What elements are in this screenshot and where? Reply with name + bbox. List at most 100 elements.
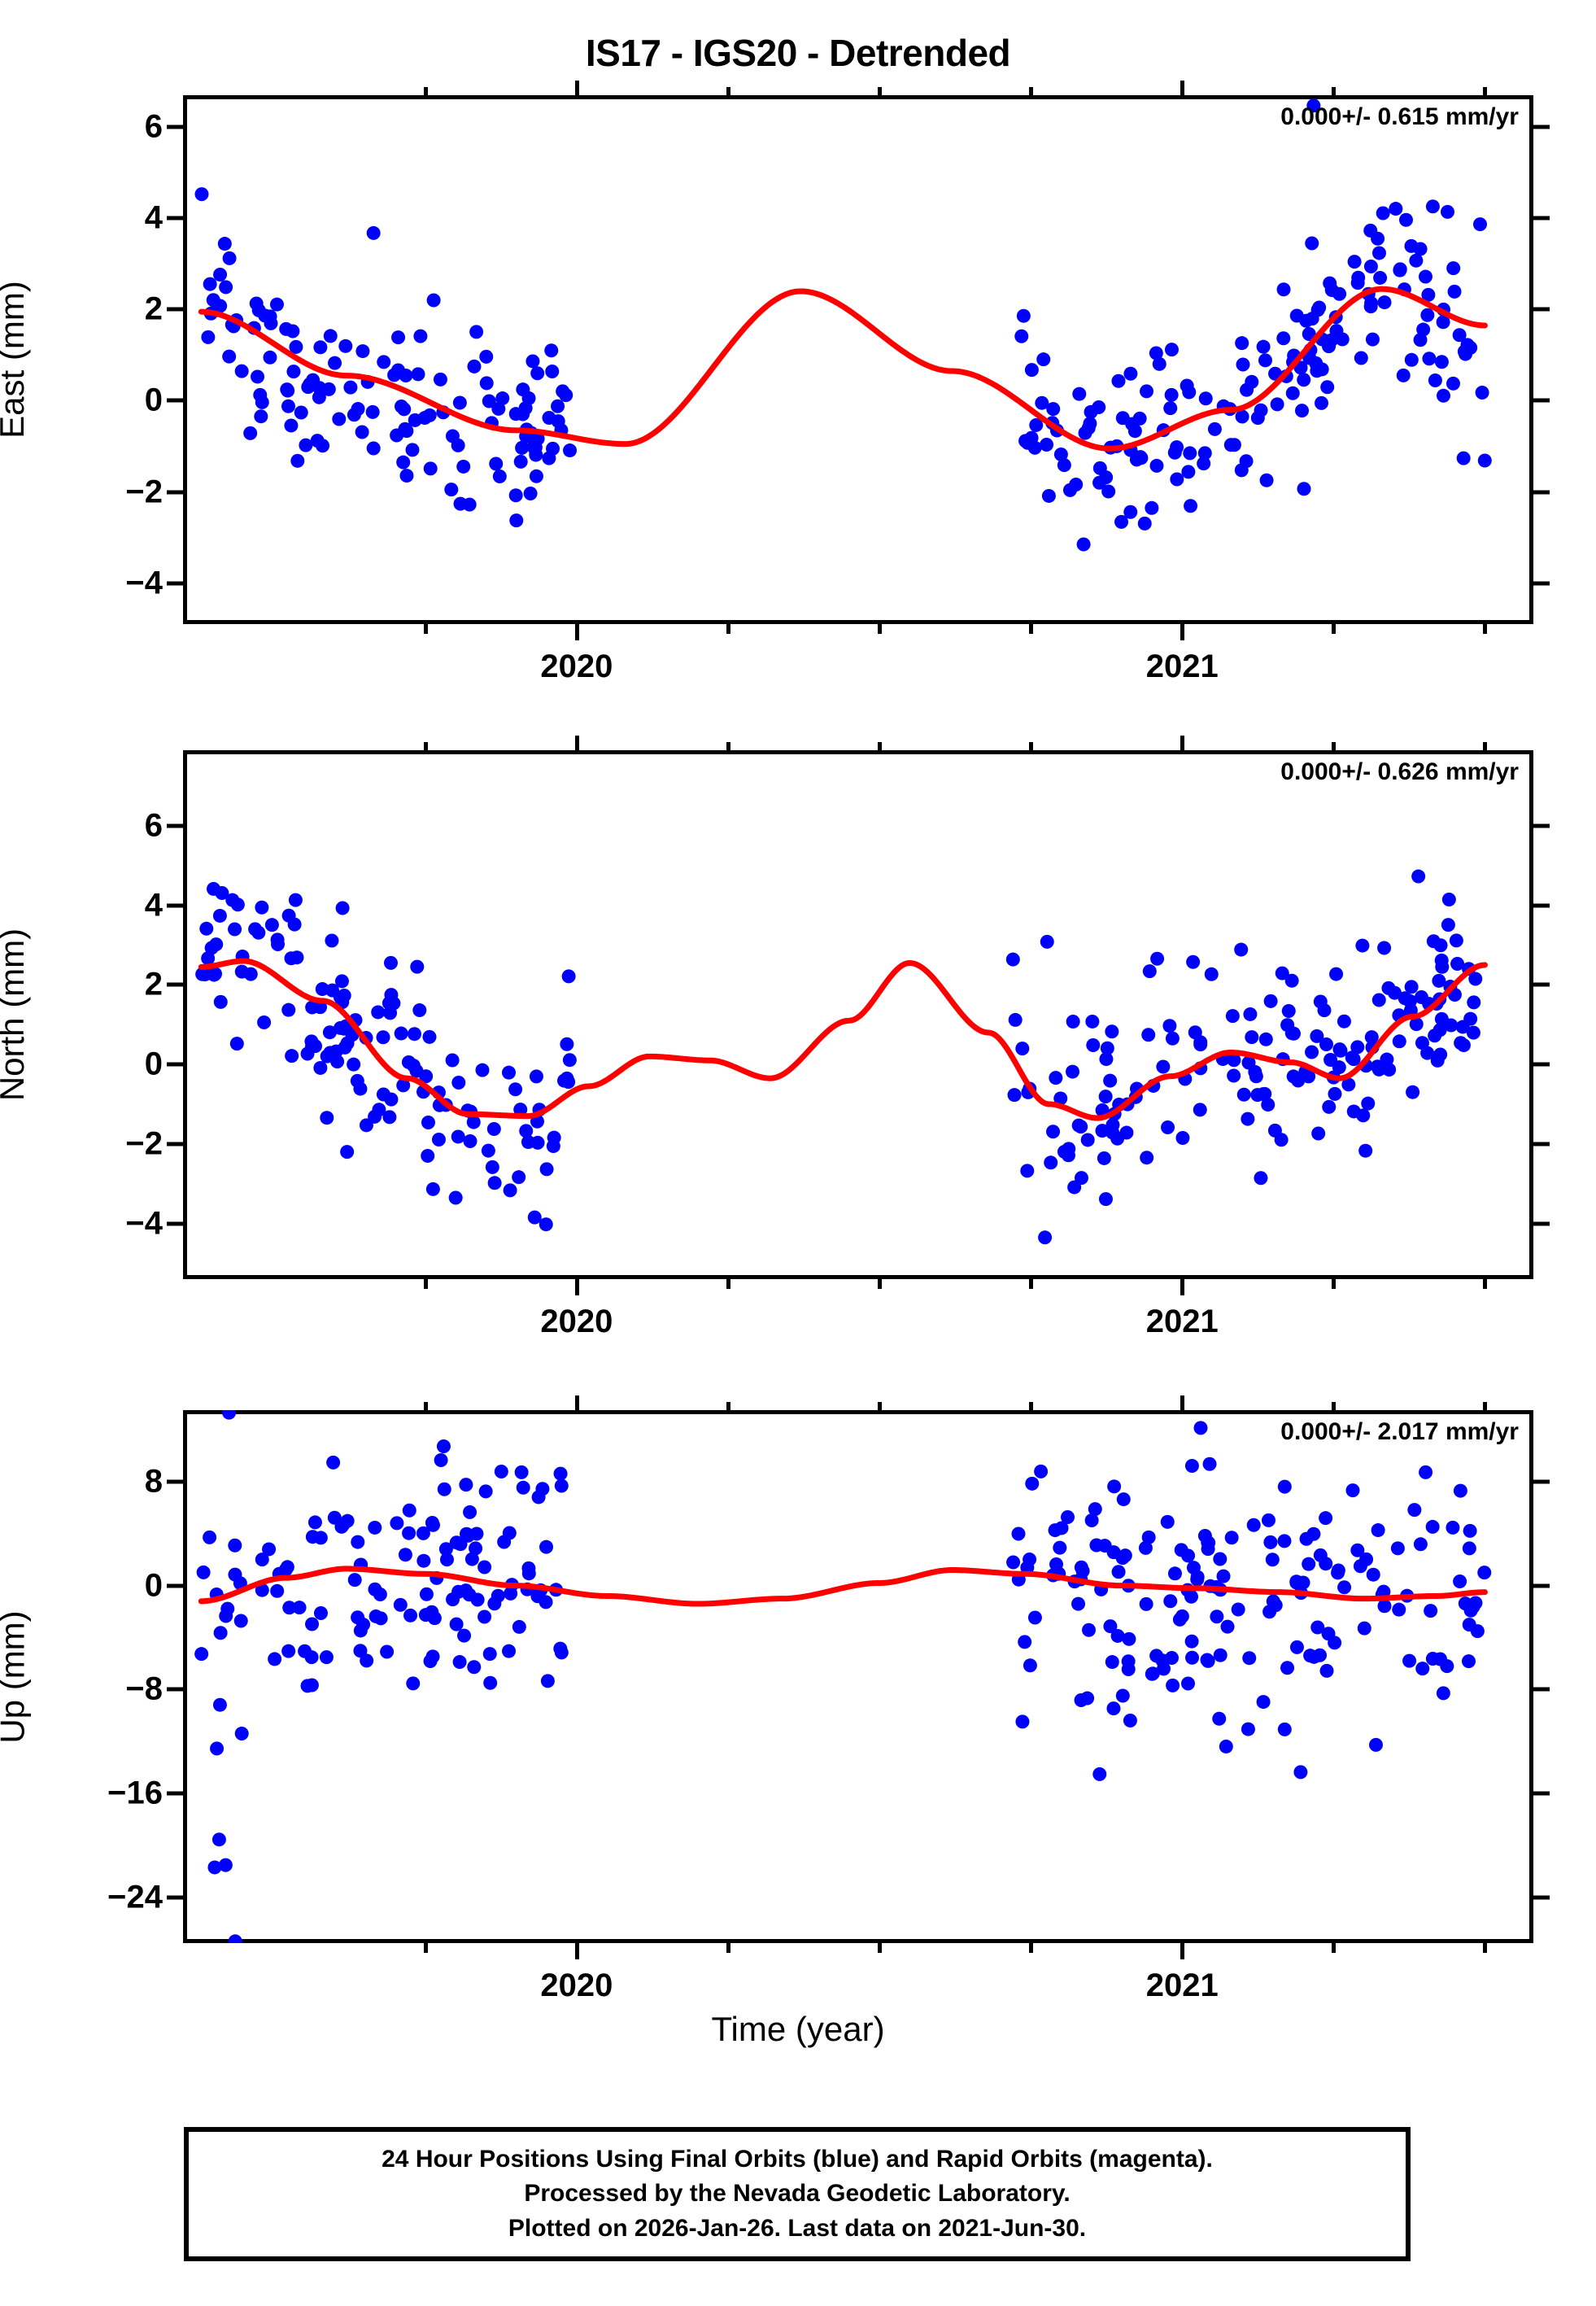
x-tick-mark-minor-top — [423, 1402, 428, 1413]
x-tick-mark-minor — [1483, 1277, 1488, 1289]
x-tick-mark-minor-top — [878, 87, 883, 98]
plot-area-east — [194, 98, 1492, 552]
y-tick-label: −24 — [107, 1879, 163, 1915]
y-tick-mark — [1532, 1221, 1550, 1226]
y-tick-mark — [1532, 398, 1550, 403]
x-tick-mark-minor-top — [1332, 87, 1337, 98]
y-tick-label: 0 — [144, 1046, 163, 1082]
y-tick-mark — [1532, 1142, 1550, 1146]
x-tick-mark-minor — [1029, 1277, 1034, 1289]
y-tick-mark — [167, 307, 185, 312]
y-tick-mark — [1532, 581, 1550, 586]
y-tick-label: −4 — [125, 565, 163, 601]
y-tick-mark — [167, 1687, 185, 1692]
y-tick-label: 4 — [144, 199, 163, 236]
x-tick-label: 2021 — [1145, 1304, 1219, 1339]
y-tick-mark — [1532, 307, 1550, 312]
x-tick-mark-minor — [1332, 1277, 1337, 1289]
y-tick-mark — [167, 490, 185, 494]
x-tick-mark-minor-top — [1029, 1402, 1034, 1413]
y-tick-mark — [1532, 490, 1550, 494]
x-tick-mark-minor-top — [878, 742, 883, 753]
y-axis-label-east: East (mm) — [0, 281, 31, 439]
y-tick-label: 6 — [144, 807, 163, 844]
y-tick-mark — [1532, 982, 1550, 987]
x-tick-label: 2021 — [1145, 1968, 1219, 2003]
model-fit-curve — [198, 286, 1488, 452]
y-tick-mark — [1532, 1687, 1550, 1692]
x-tick-mark-major-top — [1180, 81, 1185, 98]
x-tick-mark-minor — [1029, 622, 1034, 634]
x-tick-mark-minor — [1332, 1941, 1337, 1953]
x-tick-mark-minor-top — [878, 1402, 883, 1413]
x-tick-mark-minor-top — [423, 87, 428, 98]
x-tick-label: 2020 — [540, 649, 613, 684]
x-tick-mark-major — [1180, 1277, 1185, 1295]
y-tick-mark — [167, 1583, 185, 1588]
y-tick-mark — [167, 124, 185, 129]
x-tick-mark-minor — [726, 1941, 730, 1953]
x-tick-mark-minor — [726, 622, 730, 634]
x-tick-mark-minor — [1483, 1941, 1488, 1953]
y-tick-label: −2 — [125, 474, 163, 509]
x-tick-mark-minor-top — [1332, 1402, 1337, 1413]
x-tick-mark-minor-top — [1483, 742, 1488, 753]
y-tick-mark — [1532, 216, 1550, 221]
y-axis-label-up: Up (mm) — [0, 1609, 31, 1744]
x-tick-mark-minor-top — [1483, 87, 1488, 98]
y-tick-mark — [167, 1791, 185, 1796]
plot-frame-up — [183, 1410, 1533, 1943]
x-tick-mark-major — [574, 622, 579, 640]
x-tick-mark-major — [574, 1277, 579, 1295]
y-tick-label: 2 — [144, 290, 163, 327]
y-axis-label-north: North (mm) — [0, 928, 31, 1102]
x-tick-mark-minor — [726, 1277, 730, 1289]
x-tick-mark-minor — [878, 622, 883, 634]
x-tick-mark-minor-top — [423, 742, 428, 753]
y-tick-label: 4 — [144, 887, 163, 924]
x-tick-mark-minor-top — [1029, 742, 1034, 753]
y-tick-label: 2 — [144, 966, 163, 1002]
y-tick-mark — [1532, 1583, 1550, 1588]
y-tick-mark — [167, 1895, 185, 1900]
x-tick-mark-minor-top — [1332, 742, 1337, 753]
x-tick-mark-major-top — [574, 1395, 579, 1413]
legend-line-2: Processed by the Nevada Geodetic Laborat… — [524, 2180, 1071, 2208]
y-tick-mark — [167, 581, 185, 586]
x-tick-mark-major-top — [1180, 1395, 1185, 1413]
page-title: IS17 - IGS20 - Detrended — [585, 32, 1011, 74]
y-tick-mark — [167, 903, 185, 908]
y-tick-mark — [167, 1479, 185, 1484]
x-tick-mark-minor — [423, 1277, 428, 1289]
x-tick-label: 2021 — [1145, 649, 1219, 684]
plot-area-north — [195, 869, 1488, 1245]
x-tick-mark-minor — [1483, 622, 1488, 634]
y-tick-mark — [1532, 1791, 1550, 1796]
y-tick-mark — [1532, 903, 1550, 908]
y-tick-mark — [167, 216, 185, 221]
x-tick-mark-minor-top — [726, 742, 730, 753]
x-tick-mark-major — [1180, 1941, 1185, 1959]
x-tick-mark-minor — [878, 1277, 883, 1289]
x-tick-label: 2020 — [540, 1968, 613, 2003]
y-tick-mark — [167, 398, 185, 403]
x-tick-mark-major-top — [574, 736, 579, 753]
y-tick-label: −2 — [125, 1125, 163, 1162]
x-tick-mark-minor — [423, 1941, 428, 1953]
y-tick-mark — [167, 1142, 185, 1146]
chart-panel-up: 0.000+/- 2.017 mm/yr — [183, 1410, 1533, 1943]
chart-panel-east: 0.000+/- 0.615 mm/yr — [183, 95, 1533, 624]
y-tick-mark — [167, 823, 185, 828]
y-tick-mark — [167, 1221, 185, 1226]
y-tick-label: −4 — [125, 1205, 163, 1242]
y-tick-mark — [1532, 124, 1550, 129]
x-tick-mark-minor — [1029, 1941, 1034, 1953]
x-tick-label: 2020 — [540, 1304, 613, 1339]
model-fit-curve — [198, 958, 1488, 1121]
x-tick-mark-minor — [423, 622, 428, 634]
x-axis-label: Time (year) — [711, 2010, 885, 2048]
chart-panel-north: 0.000+/- 0.626 mm/yr — [183, 750, 1533, 1279]
legend-line-1: 24 Hour Positions Using Final Orbits (bl… — [382, 2145, 1213, 2173]
y-tick-label: 0 — [144, 382, 163, 418]
y-tick-mark — [1532, 823, 1550, 828]
